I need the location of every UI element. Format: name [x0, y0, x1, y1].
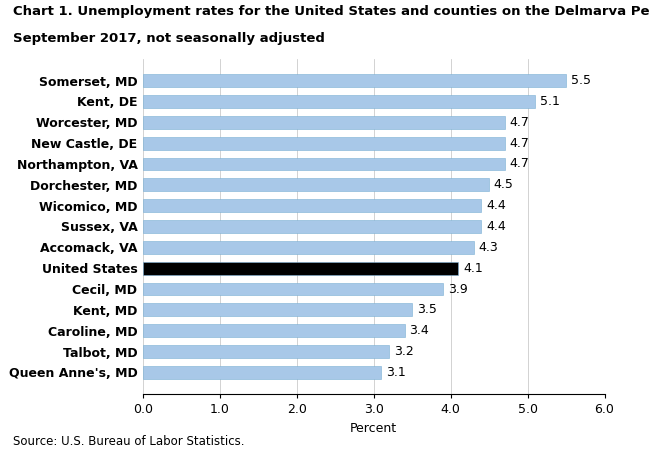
Bar [143, 366, 382, 379]
Bar [143, 283, 443, 295]
Text: Chart 1. Unemployment rates for the United States and counties on the Delmarva P: Chart 1. Unemployment rates for the Unit… [13, 5, 650, 18]
Bar [143, 74, 566, 87]
Bar [143, 262, 458, 275]
Text: 3.5: 3.5 [417, 304, 437, 316]
Bar [143, 158, 504, 170]
Text: 4.7: 4.7 [509, 116, 529, 129]
Bar [143, 199, 482, 212]
Bar [143, 116, 504, 129]
Bar [143, 304, 412, 316]
Text: 5.1: 5.1 [540, 95, 560, 108]
Bar [143, 241, 474, 254]
Text: September 2017, not seasonally adjusted: September 2017, not seasonally adjusted [13, 32, 325, 45]
Text: 3.2: 3.2 [394, 345, 413, 358]
Text: 4.4: 4.4 [486, 220, 506, 233]
Bar [143, 95, 535, 108]
Bar [143, 178, 489, 191]
Text: 3.9: 3.9 [448, 283, 467, 295]
X-axis label: Percent: Percent [350, 422, 397, 435]
Text: 4.7: 4.7 [509, 137, 529, 149]
Text: Source: U.S. Bureau of Labor Statistics.: Source: U.S. Bureau of Labor Statistics. [13, 435, 244, 448]
Bar [143, 345, 389, 358]
Text: 5.5: 5.5 [571, 74, 591, 87]
Bar [143, 220, 482, 233]
Bar [143, 137, 504, 149]
Text: 3.4: 3.4 [409, 324, 429, 337]
Text: 3.1: 3.1 [386, 366, 406, 379]
Text: 4.1: 4.1 [463, 262, 483, 275]
Bar [143, 324, 404, 337]
Text: 4.7: 4.7 [509, 158, 529, 170]
Text: 4.3: 4.3 [478, 241, 498, 254]
Text: 4.4: 4.4 [486, 199, 506, 212]
Text: 4.5: 4.5 [494, 178, 514, 191]
